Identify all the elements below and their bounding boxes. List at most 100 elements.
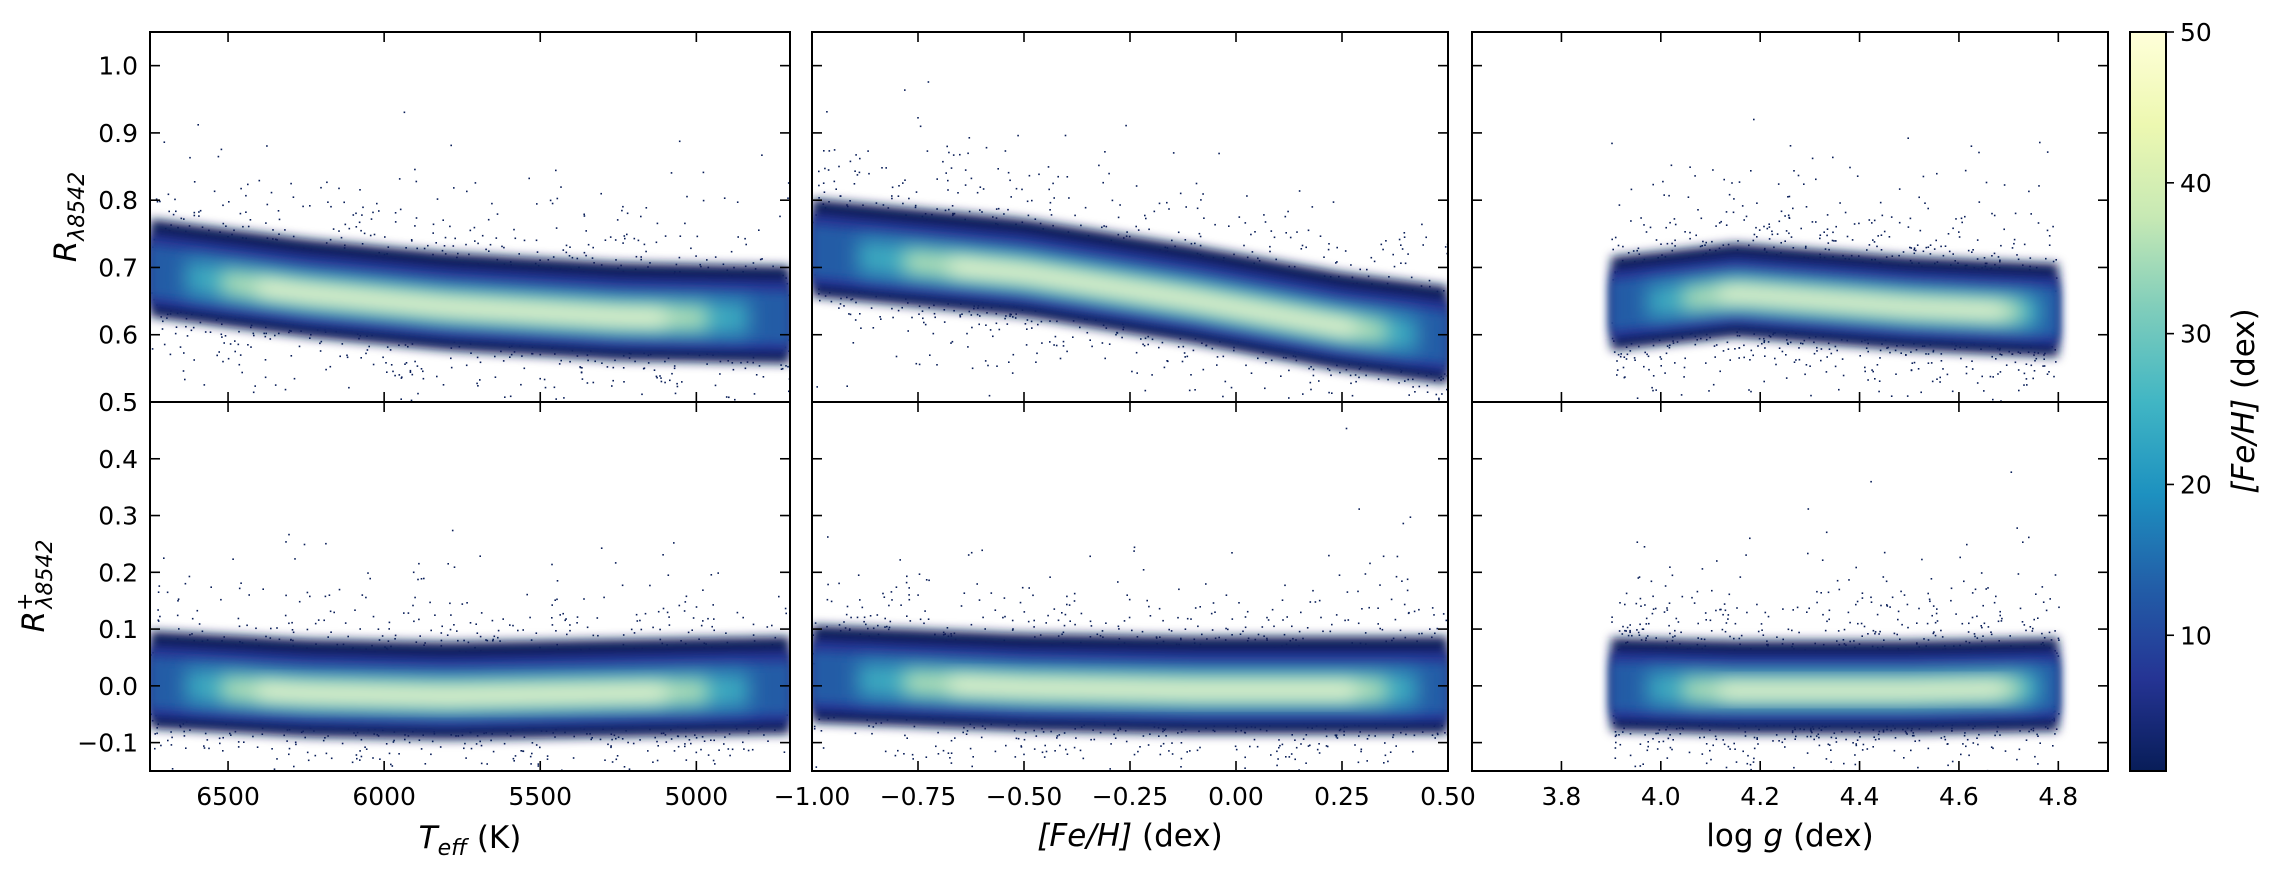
- density-scatter-point: [1405, 733, 1407, 736]
- density-scatter-point: [1061, 612, 1063, 614]
- density-scatter-point: [1768, 238, 1771, 240]
- density-scatter-point: [322, 739, 325, 742]
- density-scatter-point: [982, 616, 984, 619]
- density-scatter-point: [1704, 244, 1706, 246]
- density-scatter-point: [818, 184, 820, 187]
- density-scatter-point: [1413, 734, 1416, 737]
- density-scatter-point: [1970, 145, 1973, 147]
- density-scatter-point: [597, 634, 599, 637]
- density-scatter-point: [1069, 620, 1071, 622]
- density-scatter-point: [1870, 601, 1873, 603]
- density-scatter-point: [1795, 359, 1797, 361]
- density-scatter-point: [416, 365, 419, 367]
- density-scatter-point: [1074, 623, 1076, 626]
- density-scatter-point: [552, 256, 555, 258]
- density-scatter-point: [1662, 180, 1664, 183]
- density-scatter-point: [1133, 753, 1136, 756]
- density-scatter-point: [1832, 231, 1834, 234]
- density-scatter-point: [1671, 242, 1673, 245]
- density-scatter-point: [1787, 628, 1790, 631]
- density-scatter-point: [1044, 744, 1046, 747]
- density-scatter-point: [714, 256, 717, 258]
- density-scatter-point: [1017, 134, 1019, 137]
- density-scatter-point: [469, 622, 472, 624]
- density-scatter-point: [239, 354, 242, 356]
- density-scatter-point: [1158, 202, 1161, 205]
- density-scatter-point: [1291, 734, 1293, 736]
- density-scatter-point: [1647, 745, 1649, 748]
- density-scatter-point: [1995, 595, 1997, 598]
- density-scatter-point: [210, 586, 212, 588]
- density-scatter-point: [208, 747, 210, 750]
- density-scatter-point: [1913, 361, 1916, 364]
- density-scatter-point: [996, 365, 998, 367]
- density-scatter-point: [294, 558, 296, 560]
- density-scatter-point: [1312, 772, 1314, 774]
- density-scatter-point: [1148, 228, 1150, 231]
- density-scatter-point: [1872, 239, 1874, 241]
- density-scatter-point: [479, 361, 482, 364]
- density-scatter-point: [1652, 595, 1654, 598]
- density-scatter-point: [1031, 327, 1033, 329]
- density-scatter-point: [1637, 577, 1640, 579]
- density-scatter-point: [325, 368, 327, 371]
- density-scatter-point: [1992, 747, 1994, 750]
- density-scatter-point: [1246, 610, 1249, 613]
- density-scatter-point: [742, 616, 744, 619]
- density-scatter-point: [1615, 734, 1618, 736]
- density-scatter-point: [1824, 248, 1827, 250]
- density-scatter-point: [2042, 365, 2044, 367]
- density-scatter-point: [1057, 619, 1060, 622]
- density-scatter-point: [2017, 369, 2020, 371]
- density-scatter-point: [951, 340, 954, 343]
- density-scatter-point: [1837, 630, 1840, 632]
- density-scatter-point: [373, 233, 376, 236]
- density-scatter-point: [327, 201, 329, 203]
- density-scatter-point: [1973, 633, 1976, 635]
- density-scatter-point: [959, 315, 962, 318]
- density-scatter-point: [372, 211, 374, 214]
- density-scatter-point: [1339, 777, 1341, 779]
- density-scatter-point: [555, 398, 557, 400]
- density-scatter-point: [766, 626, 769, 628]
- density-scatter-point: [1737, 240, 1739, 242]
- density-scatter-point: [509, 356, 511, 358]
- density-scatter-point: [490, 739, 492, 742]
- density-scatter-point: [485, 639, 487, 641]
- density-scatter-point: [537, 763, 540, 765]
- density-scatter-point: [392, 741, 395, 743]
- density-scatter-point: [1844, 211, 1847, 214]
- density-scatter-point: [1131, 370, 1133, 373]
- density-scatter-point: [369, 234, 372, 237]
- density-scatter-point: [456, 630, 458, 632]
- density-scatter-point: [718, 749, 720, 751]
- density-scatter-point: [157, 609, 159, 611]
- density-scatter-point: [678, 140, 681, 143]
- density-scatter-point: [1365, 374, 1367, 377]
- panel-rplus-vs-teff: [150, 529, 790, 771]
- density-scatter-point: [1712, 383, 1715, 386]
- density-scatter-point: [401, 376, 403, 378]
- density-scatter-point: [369, 577, 371, 580]
- density-scatter-point: [1842, 374, 1845, 377]
- density-scatter-point: [778, 595, 780, 598]
- density-scatter-point: [394, 212, 397, 214]
- density-scatter-point: [1852, 742, 1854, 744]
- density-scatter-point: [1710, 630, 1713, 632]
- density-scatter-point: [2000, 244, 2002, 247]
- density-scatter-point: [494, 355, 496, 358]
- density-scatter-point: [1079, 749, 1082, 752]
- density-scatter-point: [855, 154, 857, 156]
- density-scatter-point: [1936, 620, 1939, 622]
- density-scatter-point: [914, 204, 917, 207]
- density-scatter-point: [857, 574, 860, 576]
- density-scatter-point: [319, 350, 322, 352]
- density-scatter-point: [320, 186, 322, 189]
- density-scatter-point: [216, 354, 218, 357]
- density-scatter-point: [351, 761, 354, 764]
- density-scatter-point: [1775, 363, 1777, 366]
- density-scatter-point: [1926, 622, 1929, 625]
- density-scatter-point: [531, 742, 534, 744]
- density-scatter-point: [1753, 118, 1755, 121]
